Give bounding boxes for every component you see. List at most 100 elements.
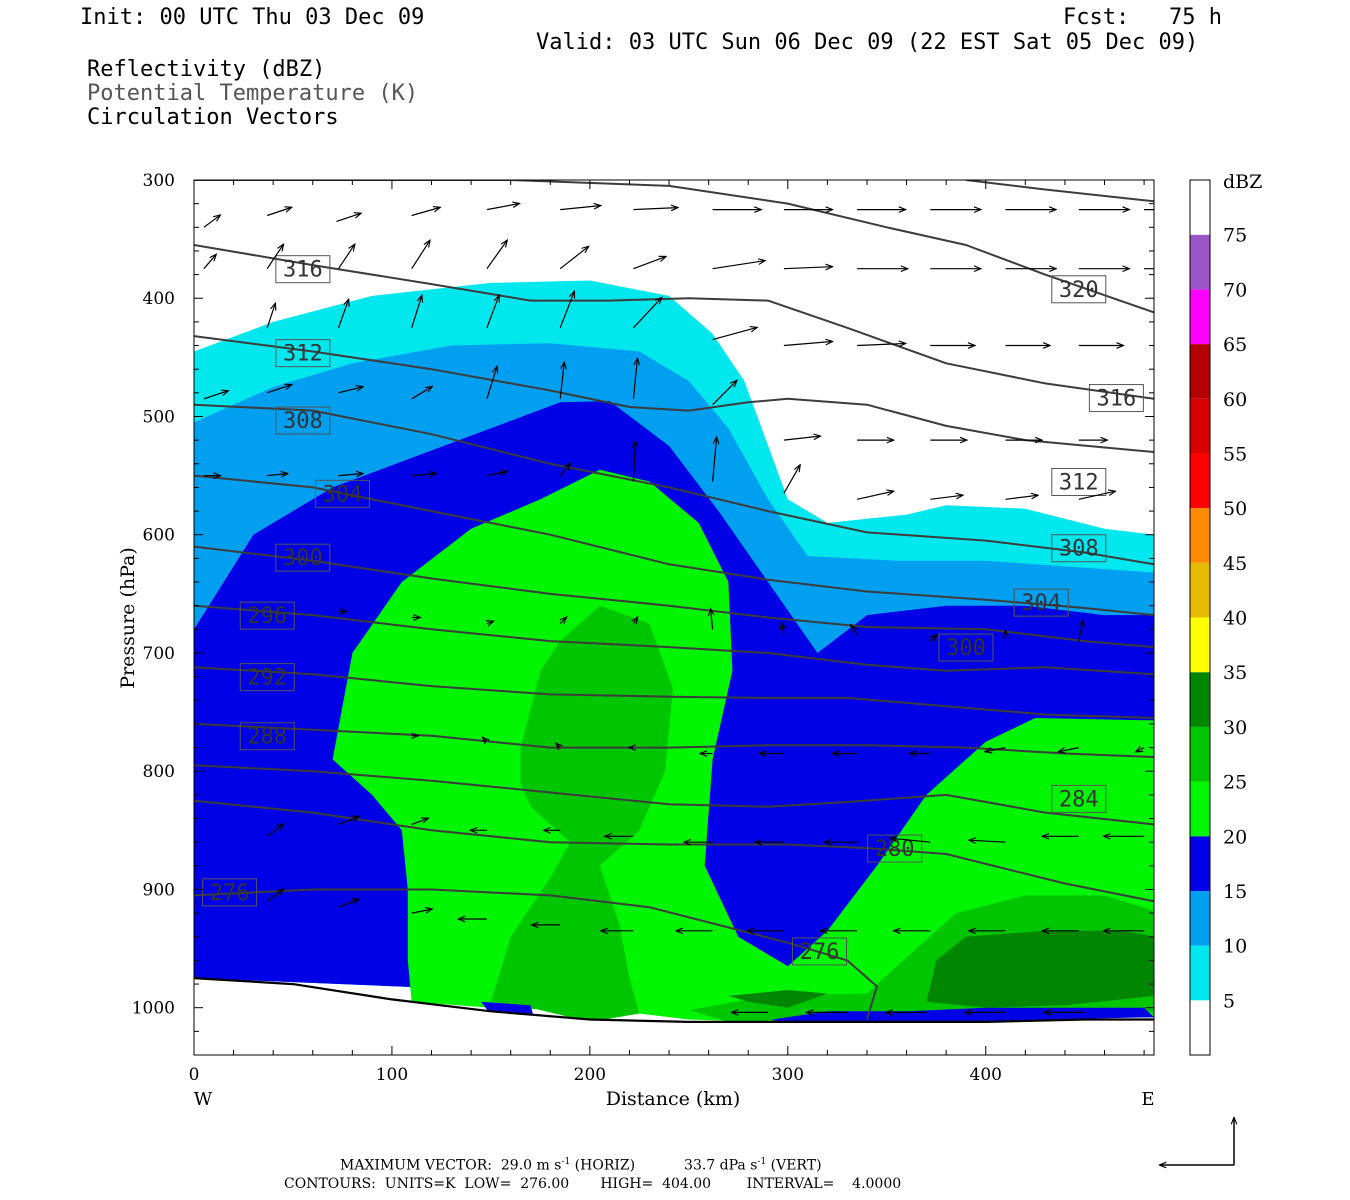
colorbar-label: 40: [1223, 608, 1247, 630]
colorbar-unit: dBZ: [1223, 171, 1262, 193]
y-axis: 300 400 500 600 700 800 900 1000: [132, 171, 1154, 1032]
field-reflectivity: Reflectivity (dBZ): [87, 57, 326, 82]
contours-info: CONTOURS: UNITS=K LOW= 276.00 HIGH= 404.…: [284, 1176, 902, 1192]
isentrope-label-320: 320: [1051, 275, 1107, 304]
isentrope-label-308: 308: [275, 406, 331, 435]
max-vert-exp: -1: [757, 1157, 767, 1167]
circulation-vector: [487, 621, 493, 623]
circulation-vector: [203, 391, 228, 400]
isentrope-296: [194, 604, 1154, 676]
circulation-vector: [486, 241, 507, 270]
circulation-vector: [411, 909, 432, 914]
circulation-vector: [338, 899, 359, 908]
circulation-vector: [930, 495, 962, 500]
circulation-vector: [338, 474, 363, 476]
isentrope-label-296: 296: [239, 601, 295, 630]
colorbar-segment: [1190, 890, 1210, 946]
isentrope-label-312: 312: [1051, 468, 1107, 497]
isentrope-304: [194, 474, 1154, 617]
circulation-vector: [411, 296, 422, 328]
isentrope-label-316: 316: [1088, 384, 1144, 413]
circulation-vector: [856, 491, 893, 500]
valid-time: Valid: 03 UTC Sun 06 Dec 09 (22 EST Sat …: [536, 30, 1199, 55]
isentrope-label-box: [791, 937, 847, 966]
isentrope-label-text: 280: [875, 837, 915, 862]
circulation-vector: [486, 367, 497, 399]
colorbar-label: 20: [1223, 826, 1247, 848]
colorbar-label: 60: [1223, 389, 1247, 411]
circulation-vector: [633, 208, 677, 210]
field-potential-temperature: Potential Temperature (K): [87, 81, 419, 106]
circulation-vector: [338, 245, 355, 270]
circulation-vector: [411, 208, 440, 217]
circulation-vector: [486, 472, 507, 477]
circulation-vector: [1136, 748, 1145, 752]
y-axis-label: Pressure (hPa): [117, 547, 139, 689]
isentrope-label-300: 300: [938, 633, 994, 662]
colorbar-label: 45: [1223, 553, 1247, 575]
isentrope-label-292: 292: [239, 663, 295, 692]
reflectivity-region-20dbz: [332, 469, 1154, 1022]
isentrope-label-box: [275, 255, 331, 284]
isentrope-label-text: 312: [1059, 471, 1099, 496]
max-horiz-exp: -1: [561, 1157, 571, 1167]
circulation-vector: [411, 241, 430, 270]
isentrope-label-box: [938, 633, 994, 662]
circulation-vector: [559, 247, 588, 270]
x-axis: 0 100 200 300 400: [189, 180, 1145, 1085]
circulation-vector: [559, 363, 564, 399]
circulation-vector: [857, 344, 905, 346]
max-vector-line: MAXIMUM VECTOR: 29.0 m s-1 (HORIZ) 33.7 …: [340, 1157, 822, 1174]
circulation-vector: [266, 304, 275, 328]
isentrope-label-box: [1051, 468, 1107, 497]
colorbar-segment: [1190, 781, 1210, 837]
isentrope-label-text: 316: [283, 258, 323, 283]
isentrope-320: [194, 180, 1154, 314]
circulation-vector: [203, 215, 220, 228]
reflectivity-region-30dbz: [728, 990, 828, 1008]
circulation-vector: [203, 255, 216, 270]
isentrope-label-box: [239, 722, 295, 751]
colorbar-label: 55: [1223, 443, 1247, 465]
circulation-vector: [411, 818, 428, 825]
circulation-vector: [890, 838, 931, 843]
colorbar-segment: [1190, 344, 1210, 399]
colorbar-label: 25: [1223, 772, 1247, 794]
circulation-vector: [633, 257, 665, 270]
below-ground-area: [194, 978, 1154, 1055]
colorbar-label: 5: [1223, 990, 1235, 1012]
isentrope-label-box: [1013, 588, 1069, 617]
forecast-hour: Fcst: 75 h: [1063, 5, 1222, 30]
circulation-vector: [712, 381, 737, 406]
circulation-vector: [338, 816, 359, 825]
isentrope-308: [194, 403, 1154, 566]
y-tick-label: 500: [143, 407, 175, 427]
max-vert-value: 33.7: [684, 1157, 716, 1174]
isentrope-label-text: 308: [1059, 537, 1099, 562]
circulation-vector: [266, 245, 283, 270]
isentrope-324: [965, 180, 1154, 203]
colorbar-label: 75: [1223, 225, 1247, 247]
isentrope-284: [194, 764, 1154, 826]
circulation-vector: [1059, 747, 1079, 752]
colorbar-segment: [1190, 453, 1210, 509]
max-horiz-value: 29.0: [500, 1157, 533, 1174]
max-vert-tag: (VERT): [770, 1157, 822, 1174]
isentrope-label-box: [275, 543, 331, 572]
circulation-vector: [632, 359, 637, 399]
colorbar-label: 50: [1223, 498, 1247, 520]
circulation-vector: [633, 442, 635, 482]
circulation-vector: [559, 292, 574, 329]
circulation-vector: [712, 438, 717, 482]
colorbar-segment: [1190, 508, 1210, 563]
colorbar-label: 70: [1223, 279, 1247, 301]
x-tick-label: 0: [189, 1065, 200, 1085]
circulation-vector: [483, 738, 487, 742]
colorbar-label: 30: [1223, 717, 1247, 739]
isentrope-label-text: 300: [946, 636, 986, 661]
circulation-vector: [336, 213, 361, 222]
isentrope-label-box: [202, 878, 258, 907]
ground-surface: [194, 977, 1154, 1055]
isentrope-label-text: 312: [283, 342, 323, 367]
colorbar-label: 35: [1223, 662, 1247, 684]
